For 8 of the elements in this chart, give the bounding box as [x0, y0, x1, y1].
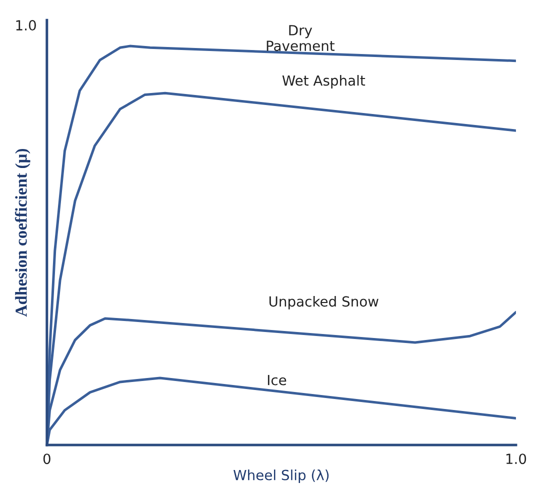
- x-tick-label: 0: [43, 454, 50, 464]
- annotation: Ice: [268, 374, 286, 386]
- y-axis-title: Adhesion coefficient (μ): [14, 148, 30, 317]
- text: 1.0: [16, 20, 36, 31]
- annotation: Dry Pavement: [266, 25, 335, 52]
- annotation: Wet Asphalt: [282, 75, 366, 88]
- x-axis-title: Wheel Slip (λ): [234, 470, 329, 483]
- annotation: Unpacked Snow: [269, 296, 378, 310]
